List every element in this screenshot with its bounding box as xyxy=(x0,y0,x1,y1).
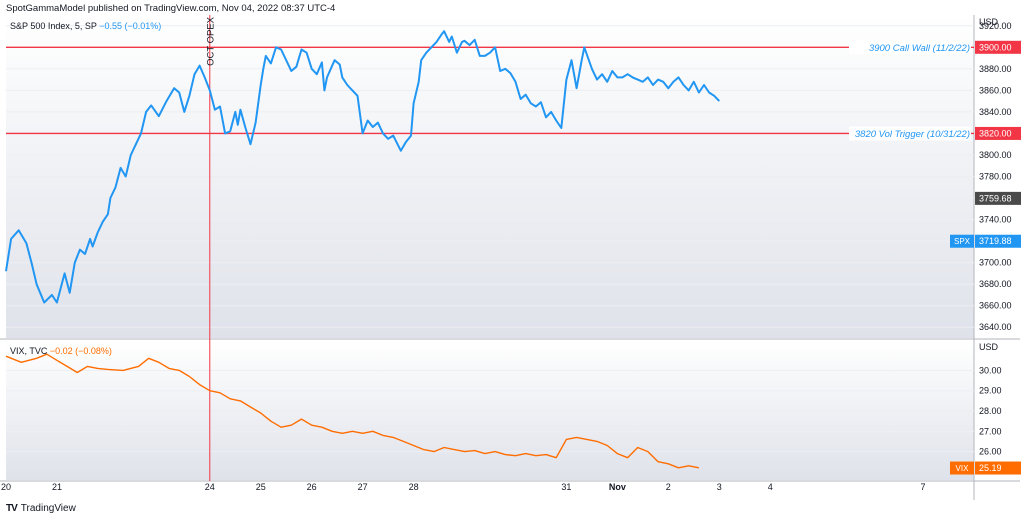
y-tick-label: 26.00 xyxy=(979,447,1002,457)
chart-area[interactable]: 3920.00 3900.00 3880.00 3860.00 3840.00 3820.… xyxy=(0,0,1024,500)
series-tag-bg xyxy=(950,461,974,475)
currency-label: USD xyxy=(979,342,999,352)
y-tick-label: 3880.00 xyxy=(979,64,1012,74)
publisher-line: SpotGammaModel published on TradingView.… xyxy=(6,3,336,14)
level-label-bg xyxy=(849,126,971,141)
series-tag: SPX xyxy=(954,237,971,246)
level-label-bg xyxy=(849,40,971,55)
y-tick-label: 3700.00 xyxy=(979,258,1012,268)
pane-title: VIX, TVC −0.02 (−0.08%) xyxy=(10,346,112,356)
y-tick-label: 3920.00 xyxy=(979,21,1012,31)
x-tick-label: 20 xyxy=(1,482,11,492)
y-tick-label: 30.00 xyxy=(979,365,1002,375)
y-tick-label: 3800.00 xyxy=(979,150,1012,160)
x-tick-label: 2 xyxy=(666,482,671,492)
currency-label: USD xyxy=(979,17,999,27)
y-tick-label: 3740.00 xyxy=(979,215,1012,225)
x-tick-label: 26 xyxy=(307,482,317,492)
y-tick-label: 3680.00 xyxy=(979,279,1012,289)
price-label-bg xyxy=(975,191,1021,205)
x-tick-label: 31 xyxy=(561,482,571,492)
series-tag-bg xyxy=(950,234,974,248)
pane-change: −0.55 (−0.01%) xyxy=(99,21,161,31)
price-label-bg xyxy=(975,40,1021,54)
pane-title: S&P 500 Index, 5, SP −0.55 (−0.01%) xyxy=(10,21,161,31)
level-label: 3900 Call Wall (11/2/22) xyxy=(869,43,970,54)
x-tick-label: Nov xyxy=(609,482,626,492)
y-tick-label: 29.00 xyxy=(979,386,1002,396)
pane-change: −0.02 (−0.08%) xyxy=(50,346,112,356)
y-tick-label: 3840.00 xyxy=(979,107,1012,117)
x-tick-label: 3 xyxy=(717,482,722,492)
series-tag: VIX xyxy=(956,464,970,473)
y-tick-label: 3860.00 xyxy=(979,85,1012,95)
y-tick-label: 3660.00 xyxy=(979,301,1012,311)
x-tick-label: 25 xyxy=(256,482,266,492)
y-tick-label: 3640.00 xyxy=(979,322,1012,332)
price-label-bg xyxy=(975,234,1021,248)
price-label-bg xyxy=(975,461,1021,475)
price-label: 25.19 xyxy=(979,463,1002,473)
x-tick-label: 24 xyxy=(205,482,215,492)
price-label: 3759.68 xyxy=(979,193,1012,203)
y-tick-label: 27.00 xyxy=(979,426,1002,436)
x-tick-label: 21 xyxy=(52,482,62,492)
x-tick-label: 7 xyxy=(921,482,926,492)
pane-background-2 xyxy=(6,340,974,480)
y-tick-label: 28.00 xyxy=(979,406,1002,416)
price-label-bg xyxy=(975,126,1021,140)
tradingview-logo-icon: TV xyxy=(6,503,18,514)
x-tick-label: 28 xyxy=(409,482,419,492)
price-label: 3900.00 xyxy=(979,42,1012,52)
price-label: 3719.88 xyxy=(979,236,1012,246)
footer: TV TradingView xyxy=(6,503,76,514)
brand-label: TradingView xyxy=(20,503,76,514)
x-tick-label: 27 xyxy=(358,482,368,492)
series-line xyxy=(5,30,721,304)
level-label: 3820 Vol Trigger (10/31/22) xyxy=(855,129,970,140)
event-label: OCT OPEX xyxy=(205,16,216,66)
price-label: 3820.00 xyxy=(979,128,1012,138)
y-tick-label: 3780.00 xyxy=(979,172,1012,182)
series-line xyxy=(5,353,700,469)
x-tick-label: 4 xyxy=(768,482,773,492)
